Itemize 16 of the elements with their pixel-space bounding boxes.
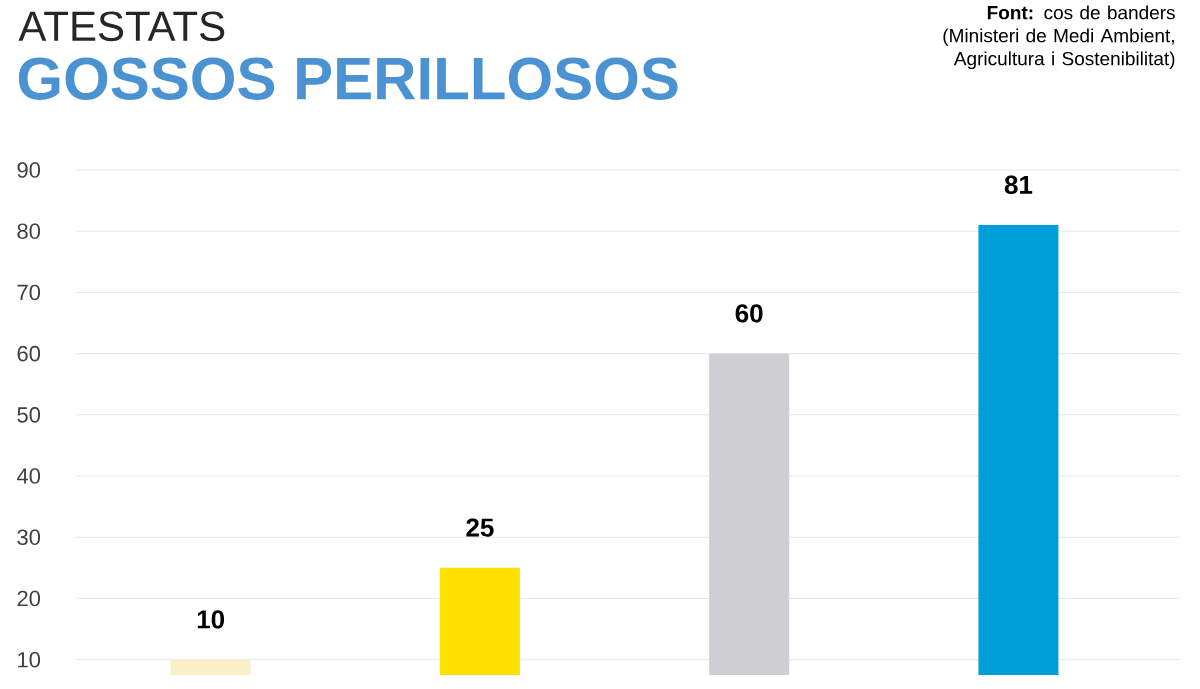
y-tick-label: 10 bbox=[18, 652, 41, 668]
y-tick-label: 50 bbox=[17, 407, 41, 423]
y-tick-label: 90 bbox=[17, 162, 41, 178]
chart-subtitle: GOSSOS PERILLOSOS bbox=[18, 57, 678, 101]
data-label: 81 bbox=[1004, 175, 1033, 195]
text: Font: cos de banders (Ministeri de Medi Ambient, Agricultura i Sostenibilitat) bbox=[943, 5, 1175, 70]
data-label: 10 bbox=[197, 610, 225, 629]
y-tick-label: 60 bbox=[17, 346, 41, 362]
y-tick-label: 70 bbox=[17, 284, 41, 301]
y-tick-label: 80 bbox=[17, 223, 41, 240]
y-tick-label: 40 bbox=[16, 468, 41, 484]
data-label: 60 bbox=[735, 304, 763, 323]
chart-title: ATESTATS bbox=[18, 11, 225, 42]
data-label: 25 bbox=[466, 518, 494, 537]
y-tick-label: 20 bbox=[17, 590, 41, 607]
y-tick-label: 30 bbox=[17, 529, 41, 546]
